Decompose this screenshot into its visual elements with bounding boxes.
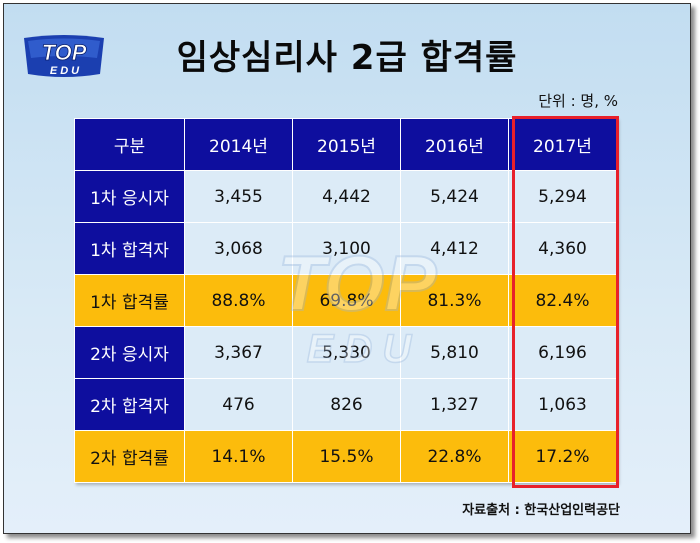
table-header-row: 구분 2014년 2015년 2016년 2017년 xyxy=(75,119,616,170)
logo-text-top: TOP xyxy=(42,40,87,65)
value-cell: 3,455 xyxy=(185,171,292,222)
value-cell: 82.4% xyxy=(509,275,616,326)
value-cell: 22.8% xyxy=(401,431,508,482)
value-cell: 5,810 xyxy=(401,327,508,378)
value-cell: 3,068 xyxy=(185,223,292,274)
value-cell: 14.1% xyxy=(185,431,292,482)
value-cell: 81.3% xyxy=(401,275,508,326)
table-row: 2차 응시자 3,367 5,330 5,810 6,196 xyxy=(75,327,616,378)
unit-label: 단위 : 명, % xyxy=(538,92,618,110)
pass-rate-table: 구분 2014년 2015년 2016년 2017년 1차 응시자 3,455 4,442 5,… xyxy=(74,118,617,483)
value-cell: 3,367 xyxy=(185,327,292,378)
value-cell: 5,330 xyxy=(293,327,400,378)
value-cell: 69.8% xyxy=(293,275,400,326)
page-title: 임상심리사 2급 합격률 xyxy=(176,38,518,78)
row-label-cell: 2차 응시자 xyxy=(75,327,184,378)
row-label-cell: 2차 합격률 xyxy=(75,431,184,482)
value-cell: 826 xyxy=(293,379,400,430)
header-cell-year: 2016년 xyxy=(401,119,508,170)
header-cell-year: 2014년 xyxy=(185,119,292,170)
value-cell: 476 xyxy=(185,379,292,430)
row-label-cell: 2차 합격자 xyxy=(75,379,184,430)
value-cell: 5,424 xyxy=(401,171,508,222)
source-note: 자료출처 : 한국산업인력공단 xyxy=(462,503,620,518)
value-cell: 4,412 xyxy=(401,223,508,274)
table-row: 2차 합격률 14.1% 15.5% 22.8% 17.2% xyxy=(75,431,616,482)
row-label-cell: 1차 합격률 xyxy=(75,275,184,326)
top-edu-logo: TOP EDU xyxy=(24,35,104,77)
infographic-frame: TOP EDU 임상심리사 2급 합격률 단위 : 명, % 구분 2014년 20… xyxy=(3,3,691,534)
table-row: 1차 합격자 3,068 3,100 4,412 4,360 xyxy=(75,223,616,274)
header-cell-year: 2015년 xyxy=(293,119,400,170)
table-row: 2차 합격자 476 826 1,327 1,063 xyxy=(75,379,616,430)
value-cell: 5,294 xyxy=(509,171,616,222)
row-label-cell: 1차 합격자 xyxy=(75,223,184,274)
value-cell: 1,063 xyxy=(509,379,616,430)
logo-text-edu: EDU xyxy=(50,65,82,77)
value-cell: 17.2% xyxy=(509,431,616,482)
value-cell: 1,327 xyxy=(401,379,508,430)
value-cell: 15.5% xyxy=(293,431,400,482)
value-cell: 6,196 xyxy=(509,327,616,378)
value-cell: 4,442 xyxy=(293,171,400,222)
row-label-cell: 1차 응시자 xyxy=(75,171,184,222)
value-cell: 88.8% xyxy=(185,275,292,326)
header-cell-category: 구분 xyxy=(75,119,184,170)
table-row: 1차 합격률 88.8% 69.8% 81.3% 82.4% xyxy=(75,275,616,326)
table-row: 1차 응시자 3,455 4,442 5,424 5,294 xyxy=(75,171,616,222)
value-cell: 3,100 xyxy=(293,223,400,274)
header-cell-year: 2017년 xyxy=(509,119,616,170)
value-cell: 4,360 xyxy=(509,223,616,274)
